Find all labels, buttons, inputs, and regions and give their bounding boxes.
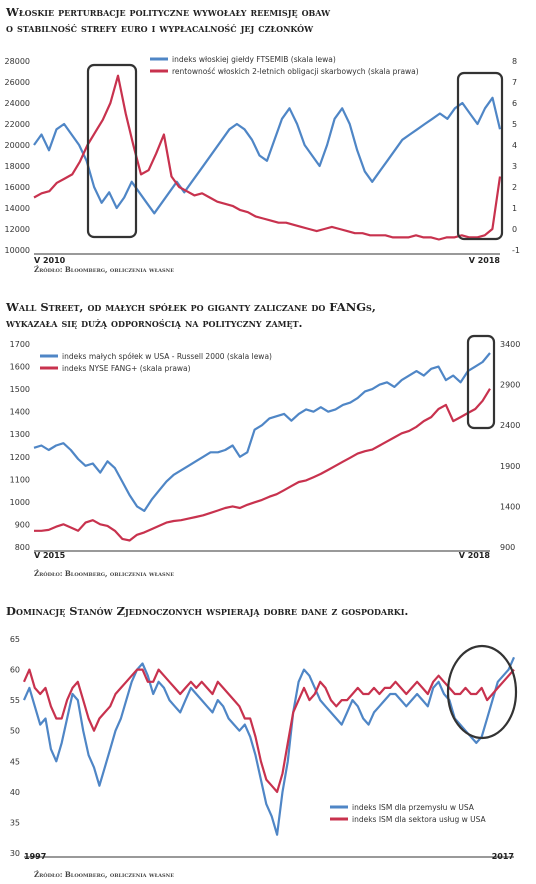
y-left-tick-label: 800	[15, 543, 30, 552]
chart1-title-line2: o stabilność strefy euro i wypłacalność …	[6, 21, 314, 35]
highlight-box	[86, 63, 138, 239]
y-left-tick-label: 12000	[5, 225, 30, 234]
y-left-tick-label: 20000	[5, 141, 30, 150]
y-right-tick-label: 0	[512, 225, 517, 234]
y-left-tick-label: 40	[10, 788, 20, 797]
x-end-label: V 2018	[469, 256, 501, 265]
series-line-blue	[33, 96, 502, 215]
y-left-tick-label: 18000	[5, 162, 30, 171]
y-right-tick-label: 7	[512, 78, 517, 87]
series-line-red	[34, 388, 491, 542]
y-right-tick-label: 2900	[500, 381, 520, 390]
x-start-label: V 2015	[34, 551, 66, 560]
legend-label: indeks ISM dla przemysłu w USA	[352, 803, 475, 812]
y-left-tick-label: 60	[10, 666, 20, 675]
y-right-tick-label: 6	[512, 99, 517, 108]
y-right-tick-label: 900	[500, 543, 515, 552]
y-left-tick-label: 26000	[5, 78, 30, 87]
y-left-tick-label: 16000	[5, 183, 30, 192]
y-left-tick-label: 1000	[10, 498, 30, 507]
y-left-tick-label: 1300	[10, 430, 30, 439]
series-line-blue	[22, 656, 516, 836]
highlight-box	[466, 334, 496, 430]
y-left-tick-label: 35	[10, 818, 20, 827]
chart3-title-line1: Dominację Stanów Zjednoczonych wspierają…	[6, 604, 409, 618]
series-line-blue	[33, 352, 491, 512]
y-left-tick-label: 55	[10, 696, 20, 705]
y-right-tick-label: 3	[512, 162, 517, 171]
legend-label: indeks włoskiej giełdy FTSEMIB (skala le…	[172, 55, 336, 64]
highlight-box	[456, 71, 504, 241]
y-left-tick-label: 14000	[5, 204, 30, 213]
y-left-tick-label: 65	[10, 635, 20, 644]
chart2-source: Źródło: Bloomberg, obliczenia własne	[34, 569, 175, 578]
y-left-tick-label: 22000	[5, 120, 30, 129]
chart1-source: Źródło: Bloomberg, obliczenia własne	[34, 265, 175, 274]
x-end-label: 2017	[492, 852, 514, 861]
y-right-tick-label: 4	[512, 141, 517, 150]
y-left-tick-label: 50	[10, 727, 20, 736]
y-left-tick-label: 900	[15, 520, 30, 529]
legend-label: indeks małych spółek w USA - Russell 200…	[62, 352, 272, 361]
y-right-tick-label: 1	[512, 204, 517, 213]
chart2-title-line2: wykazała się dużą odpornością na polityc…	[6, 316, 303, 330]
y-right-tick-label: 2	[512, 183, 517, 192]
y-left-tick-label: 1600	[10, 363, 30, 372]
y-left-tick-label: 1100	[10, 475, 30, 484]
series-line-red	[22, 668, 515, 793]
y-left-tick-label: 1200	[10, 453, 30, 462]
y-left-tick-label: 24000	[5, 99, 30, 108]
highlight-ellipse	[446, 644, 518, 740]
y-right-tick-label: -1	[512, 246, 520, 255]
y-left-tick-label: 10000	[5, 246, 30, 255]
x-start-label: 1997	[24, 852, 46, 861]
legend-label: rentowność włoskich 2-letnich obligacji …	[172, 67, 419, 76]
legend-label: indeks ISM dla sektora usług w USA	[352, 815, 487, 824]
y-left-tick-label: 1500	[10, 385, 30, 394]
y-left-tick-label: 1400	[10, 408, 30, 417]
chart2-title-line1: Wall Street, od małych spółek po giganty…	[6, 300, 376, 314]
chart3-source: Źródło: Bloomberg, obliczenia własne	[34, 870, 175, 879]
x-end-label: V 2018	[459, 551, 491, 560]
chart1-title-line1: Włoskie perturbacje polityczne wywołały …	[6, 5, 331, 19]
y-right-tick-label: 3400	[500, 340, 520, 349]
y-left-tick-label: 45	[10, 757, 20, 766]
y-right-tick-label: 5	[512, 120, 517, 129]
y-right-tick-label: 1400	[500, 502, 520, 511]
chart1-figure: 28000 26000 24000 22000 20000 18000 16000 14000…	[5, 55, 520, 265]
chart3-figure: 65 60 55 50 45 40 35 30 1997 2017 indeks ISM dla p…	[10, 635, 518, 861]
y-left-tick-label: 1700	[10, 340, 30, 349]
series-line-red	[33, 74, 502, 241]
legend-label: indeks NYSE FANG+ (skala prawa)	[62, 364, 191, 373]
y-right-tick-label: 8	[512, 57, 517, 66]
y-right-tick-label: 1900	[500, 462, 520, 471]
chart2-figure: 1700 1600 1500 1400 1300 1200 1100 1000 900 800 34…	[10, 334, 520, 560]
x-start-label: V 2010	[34, 256, 66, 265]
y-left-tick-label: 30	[10, 849, 20, 858]
y-right-tick-label: 2400	[500, 421, 520, 430]
y-left-tick-label: 28000	[5, 57, 30, 66]
